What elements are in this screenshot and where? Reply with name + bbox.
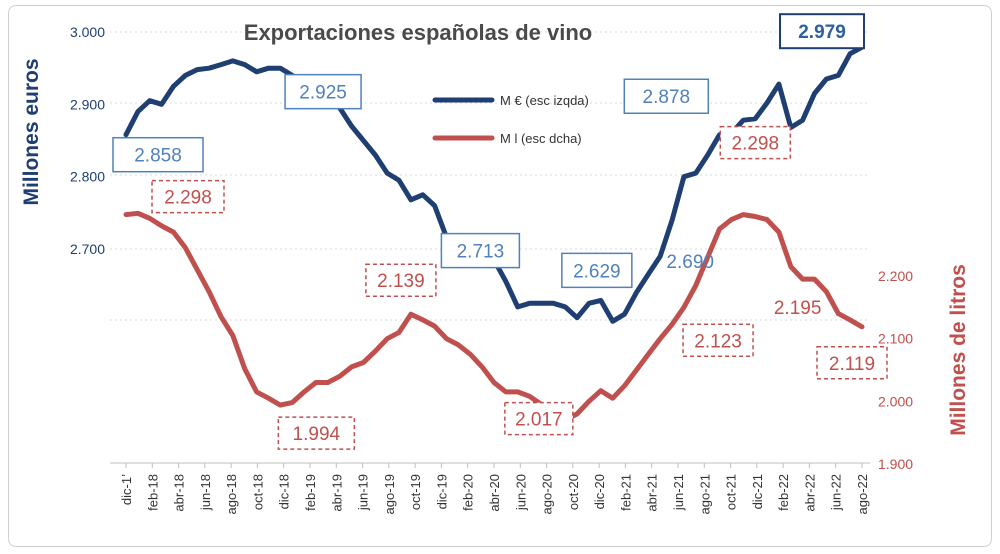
x-tick-label: abr-22: [802, 474, 817, 512]
gridlines: [110, 31, 870, 321]
x-tick-label: jun-20: [513, 474, 528, 511]
data-label-box-litros: [365, 263, 437, 297]
x-tick-label: feb-21: [618, 474, 633, 511]
data-label-euros: 2.878: [643, 87, 691, 108]
x-tick-label: abr-18: [172, 474, 187, 512]
data-label-box-litros: [682, 323, 754, 358]
x-tick-label: dic-20: [592, 474, 607, 509]
data-label-box-litros: [504, 401, 574, 436]
x-tick-label: feb-18: [145, 474, 160, 511]
x-tick-label: oct-18: [250, 474, 265, 510]
data-label-litros: 1.994: [293, 424, 341, 445]
x-tick-label: jun-18: [198, 474, 213, 511]
data-label-box-litros: [816, 346, 888, 380]
x-tick-label: jun-22: [829, 474, 844, 511]
y-left-tick-label: 2.800: [70, 169, 105, 185]
data-label-euros: 2.713: [457, 242, 505, 263]
data-label-litros: 2.298: [732, 134, 780, 155]
y-right-tick-label: 2.000: [878, 393, 913, 409]
data-label-box-litros: [277, 416, 356, 450]
data-label-litros: 2.017: [515, 410, 563, 431]
series-line-litros: [123, 210, 865, 423]
y-left-tick-label: 2.900: [70, 96, 105, 112]
data-labels: 2.8582.9252.7132.6292.6902.8782.8782.979…: [112, 13, 888, 450]
data-label-box-euros: [284, 73, 362, 110]
y-right-tick-label: 2.100: [878, 331, 913, 347]
x-tick-label: dic-1’: [119, 474, 134, 505]
y-right-tick-label: 1.900: [878, 456, 913, 472]
data-label-box-euros: [440, 232, 521, 269]
x-tick-label: ago-22: [855, 474, 870, 514]
x-tick-label: abr-20: [487, 474, 502, 512]
x-tick-label: dic-18: [277, 474, 292, 509]
data-label-euros: 2.925: [299, 83, 347, 104]
legend-label-euros: M € (esc izqda): [500, 93, 589, 108]
data-label-box-litros: [719, 125, 792, 160]
x-tick-label: jun-19: [356, 474, 371, 511]
y-left-tick-label: 2.700: [70, 241, 105, 257]
data-label-litros: 2.139: [377, 271, 425, 292]
x-tick-label: oct-20: [566, 474, 581, 510]
legend: M € (esc izqda) M l (esc dcha): [432, 93, 589, 146]
data-label-euros: 2.979: [798, 22, 846, 43]
x-tick-label: abr-21: [645, 474, 660, 512]
data-label-litros: 2.123: [694, 331, 742, 352]
y-right-label: Millones de litros: [947, 264, 970, 436]
data-label-litros: 2.195: [774, 298, 822, 319]
x-tick-label: feb-19: [303, 474, 318, 511]
y-left-ticks: 3.000 2.900 2.800 2.700: [70, 24, 105, 257]
data-label-box-euros: [623, 78, 710, 114]
series-line-euros: [123, 44, 865, 324]
chart-title: Exportaciones españolas de vino: [244, 20, 592, 45]
data-label-euros: 2.629: [573, 261, 621, 282]
x-tick-label: dic-21: [750, 474, 765, 509]
x-tick-label: ago-18: [224, 474, 239, 514]
x-ticks: dic-1’ feb-18 abr-18 jun-18 ago-18 oct-18 dic-…: [119, 463, 870, 514]
data-label-box-euros: [561, 252, 633, 289]
x-tick-label: feb-20: [461, 474, 476, 511]
y-right-ticks: 2.200 2.100 2.000 1.900: [878, 268, 913, 472]
data-label-litros: 2.298: [164, 188, 212, 209]
x-tick-label: ago-20: [540, 474, 555, 514]
x-tick-label: oct-19: [408, 474, 423, 510]
legend-label-litros: M l (esc dcha): [500, 131, 582, 146]
data-label-litros: 2.119: [829, 354, 875, 375]
x-tick-label: oct-21: [724, 474, 739, 510]
x-tick-label: dic-19: [434, 474, 449, 509]
data-label-box-litros: [151, 179, 225, 214]
data-label-euros: 2.690: [666, 252, 714, 273]
x-tick-label: abr-19: [329, 474, 344, 512]
x-tick-label: ago-19: [382, 474, 397, 514]
data-label-euros: 2.858: [134, 146, 182, 167]
y-left-tick-label: 3.000: [70, 24, 105, 40]
y-right-tick-label: 2.200: [878, 268, 913, 284]
x-tick-label: ago-21: [697, 474, 712, 514]
data-label-box-euros: [112, 136, 204, 173]
chart-frame: [8, 5, 992, 547]
y-left-label: Millones euros: [20, 58, 43, 205]
x-tick-label: jun-21: [671, 474, 686, 511]
x-tick-label: feb-22: [776, 474, 791, 511]
data-label-box-euros: [779, 13, 865, 50]
